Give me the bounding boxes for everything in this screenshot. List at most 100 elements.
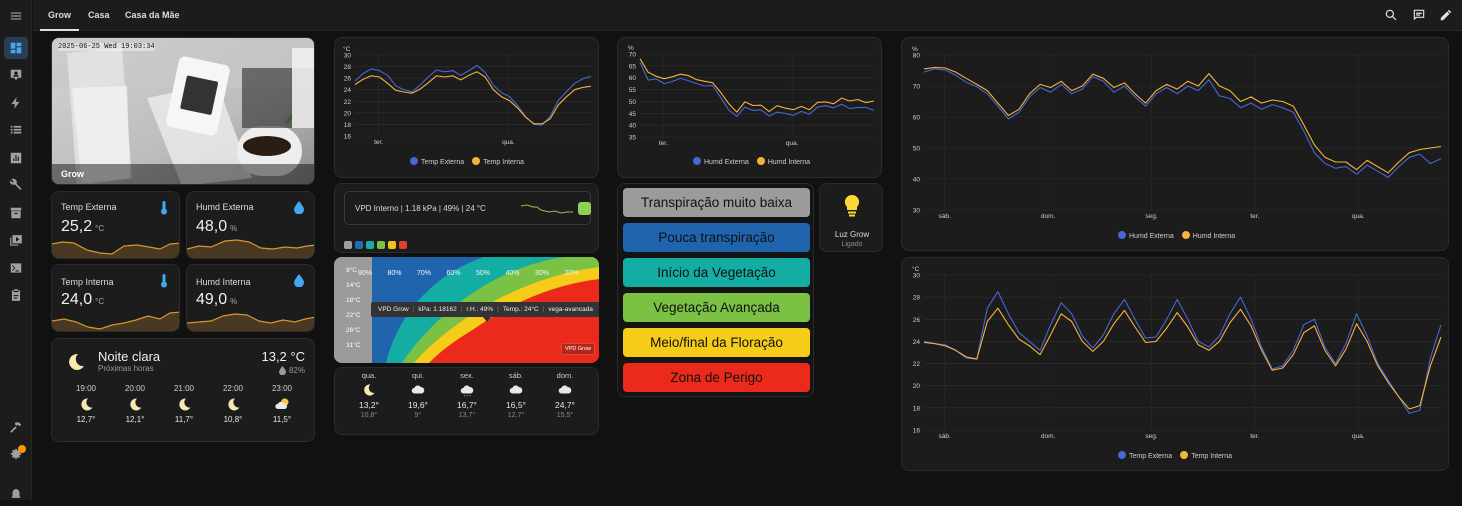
x-tick-label: ter. [374,139,383,146]
weather-card[interactable]: Noite clara Próximas horas 13,2 °C 82% 1… [51,338,315,442]
rh-label: 70% [417,270,432,277]
bell-icon[interactable] [4,484,28,506]
sensor-value: 48,0 [196,218,228,235]
notification-badge [18,445,26,453]
y-tick-label: 24 [913,339,921,346]
menu-icon[interactable] [4,5,28,27]
temp-history-card[interactable]: °C 16 18 20 22 24 26 28 30 ter. qua. Temp Externa … [334,37,599,178]
hour-temp: 12,1° [125,415,145,424]
light-card[interactable]: Luz Grow Ligado [819,183,883,252]
storage-icon[interactable] [4,202,28,224]
y-tick-label: 18 [913,405,921,412]
vpd-summary-card[interactable]: VPD Interno | 1.18 kPa | 49% | 24 °C [334,183,599,253]
legend-item: Humd Externa [693,157,749,166]
forecast-low: 15,5° [556,412,574,419]
forecast-day-name: qua. [361,371,377,380]
daily-forecast-card[interactable]: qua. 13,2° 10,8° qui. 19,6° 9° sex. 16,7° 13,7° s… [334,367,599,435]
forecast-high: 24,7° [555,400,575,410]
list-icon[interactable] [4,119,28,141]
rh-label: 40% [505,270,520,277]
sensor-sparkline [52,311,179,331]
sensor-card-temp-externa[interactable]: Temp Externa 25,2 °C [51,191,180,259]
lightning-icon[interactable] [4,92,28,114]
humidity-history-card[interactable]: % 35 40 45 50 55 60 65 70 ter. qua. Humd Externa H… [617,37,882,178]
x-tick-label: seg. [1145,213,1157,220]
edit-pencil-icon[interactable] [1439,8,1453,22]
chart-legend: Humd Externa Humd Interna [693,157,810,166]
tooltip-kpa: kPa: 1.18162 [418,306,457,313]
color-swatch [388,241,396,249]
vpd-stages-card: Transpiração muito baixa Pouca transpiraç… [617,183,814,397]
temp-week-card[interactable]: °C 16 18 20 22 24 26 28 30 sáb. dom. seg. ter. qua. T… [901,257,1449,471]
x-tick-label: dom. [1041,433,1056,440]
sensor-card-humd-interna[interactable]: Humd Interna 49,0% [186,264,315,332]
sensor-card-temp-interna[interactable]: Temp Interna 24,0 °C [51,264,180,332]
terminal-icon[interactable] [4,257,28,279]
humidity-drop-icon [279,366,286,375]
forecast-day: qui. 19,6° 9° [397,371,439,419]
forecast-day-name: sex. [460,371,474,380]
wrench-icon[interactable] [4,174,28,196]
series-line-temp-interna [354,71,592,125]
sensor-sparkline [187,313,314,331]
color-swatch [355,241,363,249]
y-tick-label: 70 [913,84,921,91]
forecast-low: 10,8° [360,412,378,419]
series-line-humd-interna [923,66,1442,174]
tab-casa[interactable]: Casa [88,10,110,20]
cloud-icon [397,380,439,400]
forecast-high: 19,6° [408,400,428,410]
vpd-summary-text: VPD Interno | 1.18 kPa | 49% | 24 °C [355,204,486,213]
chart-box-icon[interactable] [4,147,28,169]
tab-casa-da-mae[interactable]: Casa da Mãe [125,10,180,20]
vpd-stage-2: Pouca transpiração [623,223,810,252]
clipboard-icon[interactable] [4,284,28,306]
y-tick-label: 35 [629,135,637,142]
water-drop-icon [294,201,304,214]
sensor-name: Humd Externa [196,202,254,212]
sensor-value: 24,0 [61,291,93,308]
moon-icon [348,380,390,400]
vpd-badge: VPD Grow [561,343,595,355]
camera-card[interactable]: 2025-06-25 Wed 19:03:34 Grow [51,37,315,185]
forecast-low: 13,7° [458,412,476,419]
assist-chat-icon[interactable] [1412,8,1426,22]
search-icon[interactable] [1384,8,1398,22]
sidebar [0,0,32,500]
forecast-low: 12,7° [507,412,525,419]
hour-temp: 10,8° [223,415,243,424]
hammer-icon[interactable] [4,416,28,438]
forecast-day-name: dom. [556,371,574,380]
humidity-week-chart: % 30 40 50 60 70 80 sáb. dom. seg. ter. qua. [912,46,1442,220]
media-icon[interactable] [4,230,28,252]
legend-item: Temp Externa [1118,451,1172,460]
legend-item: Temp Interna [1180,451,1232,460]
forecast-day-name: sáb. [508,371,524,380]
hourly-item: 21:00 11,7° [163,384,205,424]
moon-icon [163,393,205,415]
weather-condition: Noite clara [98,349,161,364]
humidity-week-card[interactable]: % 30 40 50 60 70 80 sáb. dom. seg. ter. qua. Humd E… [901,37,1449,251]
y-tick-label: 16 [913,428,921,435]
moon-icon [65,393,107,415]
lightbulb-icon[interactable] [843,195,861,217]
series-line-temp-interna [923,307,1442,410]
person-board-icon[interactable] [4,64,28,86]
temp-label: 18°C [346,297,361,304]
thermometer-icon [161,274,167,288]
temp-week-chart: °C 16 18 20 22 24 26 28 30 sáb. dom. seg. ter. qua. [912,265,1442,440]
sensor-name: Temp Externa [61,202,117,212]
vpd-chart-card[interactable]: 90% 80% 70% 60% 50% 40% 30% 20% 9°C 14°C 18°C 22°C… [334,257,599,363]
tab-grow[interactable]: Grow [40,0,79,31]
x-tick-label: dom. [1041,213,1056,220]
weather-subtitle: Próximas horas [98,364,154,373]
sensor-name: Temp Interna [61,277,114,287]
sensor-card-humd-externa[interactable]: Humd Externa 48,0% [186,191,315,259]
dashboard-icon[interactable] [4,37,28,59]
y-tick-label: 28 [913,295,921,302]
y-tick-label: 18 [344,122,352,129]
chart-legend: Humd Externa Humd Interna [1118,231,1235,240]
y-tick-label: 30 [913,273,921,280]
y-tick-label: 60 [913,115,921,122]
x-tick-label: ter. [659,140,668,147]
